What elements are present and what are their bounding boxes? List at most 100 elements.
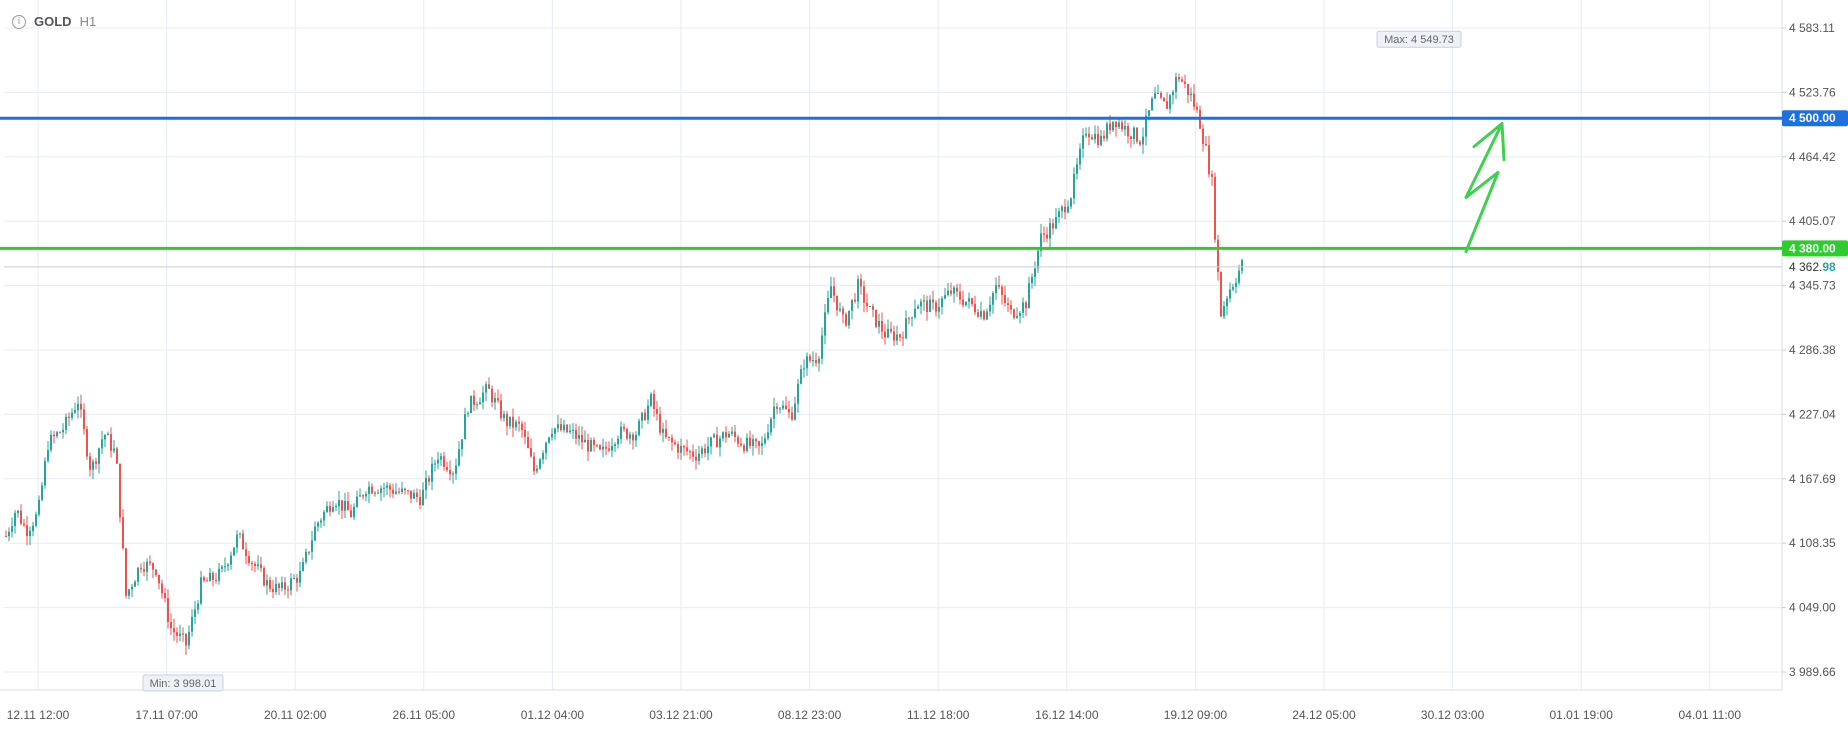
candle-body [662,428,664,433]
candle-body [134,581,136,587]
candle-body [620,426,622,439]
candle-body [653,393,655,409]
candle-body [878,320,880,327]
candle-body [542,452,544,460]
candle-body [71,412,73,418]
candle-body [701,448,703,454]
candle-body [428,478,430,482]
candle-body [698,453,700,461]
candle-body [611,446,613,451]
candle-body [605,446,607,449]
candle-body [887,328,889,338]
candle-body [881,320,883,332]
candle-body [281,582,283,589]
candle-body [1076,164,1078,174]
x-tick-label: 17.11 07:00 [135,708,198,722]
candle-body [1220,272,1222,317]
candle-body [68,416,70,418]
candle-body [974,304,976,313]
candle-body [386,485,388,488]
candle-body [401,488,403,492]
candle-body [557,424,559,429]
candle-body [1109,123,1111,131]
candle-body [128,589,130,596]
candle-body [167,598,169,623]
resistance-label-bg [1782,110,1848,127]
y-tick-label: 4 523.76 [1789,85,1836,99]
candle-body [815,359,817,364]
info-icon[interactable]: i [12,14,26,29]
candle-body [920,301,922,307]
y-tick-label: 4 227.04 [1789,407,1836,421]
candle-body [1175,77,1177,92]
candle-body [44,460,46,486]
candle-body [443,456,445,467]
candle-body [206,580,208,582]
candle-body [1028,283,1030,309]
candle-body [170,622,172,629]
candle-body [359,495,361,497]
candle-body [41,485,43,500]
candle-body [1202,128,1204,144]
candle-body [344,501,346,511]
candle-body [794,403,796,420]
candle-body [845,314,847,326]
candle-body [671,437,673,443]
candle-body [758,441,760,446]
candle-body [896,334,898,341]
candle-body [203,577,205,581]
horizontal-levels: 4 500.00 4 380.00 4 362.98 [0,110,1848,274]
candle-body [92,461,94,470]
candle-body [593,440,595,446]
candle-body [1196,106,1198,110]
candle-body [722,432,724,439]
candle-body [377,492,379,494]
candle-body [767,432,769,439]
candle-body [116,448,118,464]
forecast-arrow-head [1472,122,1506,162]
candle-body [641,412,643,421]
candle-body [1049,223,1051,239]
candle-body [431,463,433,482]
candle-body [650,393,652,406]
candle-body [584,439,586,443]
candle-body [8,531,10,537]
y-tick-label: 4 049.00 [1789,601,1836,615]
candle-body [851,299,853,311]
candle-body [398,491,400,493]
candle-body [962,299,964,306]
candle-body [980,311,982,317]
candle-body [248,556,250,564]
candle-body [245,549,247,557]
candle-body [863,286,865,303]
current-price-label: 4 362.98 [1789,260,1836,274]
candle-body [692,451,694,457]
timeframe-label[interactable]: H1 [79,14,97,29]
candle-body [1034,268,1036,277]
candle-body [20,510,22,524]
candle-body [1082,135,1084,149]
candle-body [1085,133,1087,136]
candle-body [104,435,106,440]
candle-body [1001,286,1003,295]
x-tick-label: 04.01 11:00 [1679,708,1742,722]
candle-body [725,432,727,438]
candle-body [1235,282,1237,287]
candle-body [854,299,856,302]
x-tick-label: 11.12 18:00 [907,708,970,722]
candle-body [236,534,238,548]
candle-body [404,488,406,491]
price-axis: 4 583.11 4 523.76 4 464.42 4 405.07 4 345.73… [1782,21,1836,679]
candle-body [539,459,541,469]
candle-body [800,369,802,384]
candle-body [1061,206,1063,212]
candle-body [1058,211,1060,218]
candle-body [38,499,40,515]
candle-body [1163,97,1165,102]
candle-body [1106,123,1108,139]
candle-body [284,582,286,590]
candle-body [383,487,385,489]
candle-body [902,337,904,339]
